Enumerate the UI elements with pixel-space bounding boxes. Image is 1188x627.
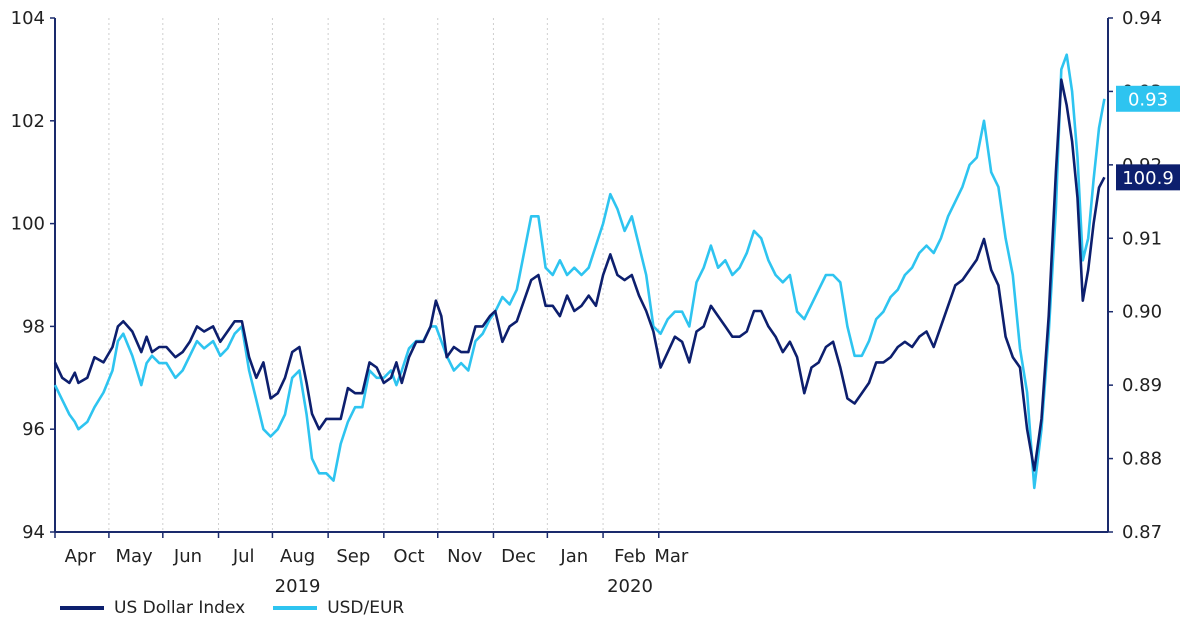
end-label-box-usd-eur [1116, 85, 1180, 112]
left-tick-label: 96 [22, 419, 45, 440]
axes [54, 18, 1109, 533]
grid [108, 18, 660, 532]
legend-label-usd-index: US Dollar Index [114, 598, 246, 618]
x-year-label: 2019 [275, 576, 321, 597]
right-tick-label: 0.87 [1122, 522, 1162, 543]
legend-label-usd-eur: USD/EUR [327, 598, 405, 618]
series-lines [53, 53, 1106, 490]
x-tick-label: Dec [501, 546, 536, 567]
right-tick-label: 0.91 [1122, 228, 1162, 249]
x-tick-label: Mar [654, 546, 689, 567]
x-year-label: 2020 [607, 576, 653, 597]
left-tick-label: 102 [11, 111, 45, 132]
legend-swatch-usd-eur [273, 606, 318, 610]
left-axis-ticks: 94 96 98 100 102 104 [11, 8, 55, 543]
left-tick-label: 94 [22, 522, 45, 543]
right-tick-label: 0.88 [1122, 449, 1162, 470]
x-tick-label: Jan [559, 546, 588, 567]
x-axis-ticks: Apr May Jun Jul Aug Sep Oct Nov Dec Jan Feb Mar 2019… [54, 532, 689, 597]
right-tick-label: 0.89 [1122, 375, 1162, 396]
x-tick-label: Oct [393, 546, 424, 567]
left-tick-label: 98 [22, 316, 45, 337]
right-tick-label: 0.90 [1122, 302, 1162, 323]
right-tick-label: 0.94 [1122, 8, 1162, 29]
left-tick-label: 104 [11, 8, 45, 29]
end-labels: 100.9 0.93 [1116, 85, 1180, 191]
x-tick-label: Nov [447, 546, 482, 567]
series-line-usd-index [53, 78, 1106, 472]
x-tick-label: Apr [65, 546, 97, 567]
x-tick-label: Jun [173, 546, 202, 567]
x-tick-label: May [115, 546, 153, 567]
end-label-box-usd-index [1116, 164, 1180, 191]
left-tick-label: 100 [11, 214, 45, 235]
legend-swatch-usd-index [60, 606, 104, 610]
end-label-usd-eur: 0.93 [1128, 89, 1168, 110]
legend-item-usd-index: US Dollar Index [60, 598, 245, 618]
x-tick-label: Sep [336, 546, 370, 567]
x-tick-label: Feb [614, 546, 646, 567]
x-tick-label: Aug [280, 546, 315, 567]
legend: US Dollar Index USD/EUR [60, 598, 432, 618]
end-label-usd-index: 100.9 [1122, 168, 1174, 189]
series-line-usd-eur [53, 53, 1106, 490]
x-tick-label: Jul [232, 546, 255, 567]
legend-item-usd-eur: USD/EUR [273, 598, 404, 618]
